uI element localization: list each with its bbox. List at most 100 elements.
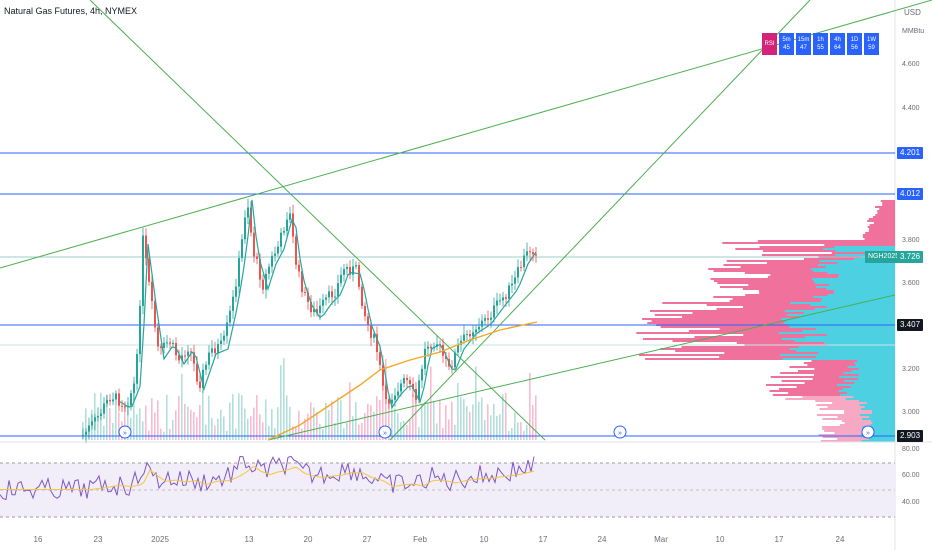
volume-bar [412, 393, 414, 440]
candle-body [142, 235, 144, 306]
volume-profile-value-area [803, 312, 895, 314]
volume-profile-row [824, 244, 895, 246]
currency-label[interactable]: USD [904, 8, 921, 17]
volume-profile-row [812, 378, 895, 380]
volume-profile-value-area [872, 422, 895, 424]
event-marker-icon[interactable] [613, 425, 627, 439]
volume-profile-value-area [859, 400, 895, 402]
volume-profile-value-area [868, 438, 895, 440]
event-marker-icon[interactable] [378, 425, 392, 439]
volume-bar [211, 418, 213, 440]
volume-profile-row [818, 434, 895, 436]
volume-profile-row [758, 290, 895, 292]
volume-bar [337, 397, 339, 440]
rsi-line [0, 455, 535, 501]
candle-body [358, 265, 360, 287]
candle-body [517, 267, 519, 278]
symbol-title[interactable]: Natural Gas Futures, 4h, NYMEX [4, 6, 138, 16]
candle-body [169, 342, 171, 344]
volume-bar [415, 395, 417, 440]
volume-profile-value-area [866, 402, 895, 404]
candle-body [91, 421, 93, 426]
volume-bar [127, 402, 129, 440]
rsi-cell: 1h 55 [813, 33, 828, 55]
rsi-cell-val: 56 [851, 45, 858, 51]
volume-profile-row [804, 382, 895, 384]
rsi-cell: 1W 59 [864, 33, 879, 55]
volume-bar [523, 430, 525, 440]
event-markers[interactable]: » » » » [118, 425, 875, 439]
candle-body [529, 251, 531, 253]
volume-bar [367, 403, 369, 440]
volume-profile-row [867, 220, 895, 222]
volume-profile-value-area [817, 264, 895, 266]
volume-profile-row [780, 372, 895, 374]
volume-bar [394, 408, 396, 440]
volume-profile-row [713, 280, 895, 282]
volume-profile-value-area [842, 388, 895, 390]
level-tag-4201[interactable]: 4.201 [897, 147, 924, 159]
volume-profile-value-area [837, 276, 895, 278]
candle-body [196, 363, 198, 382]
volume-profile-value-area [833, 292, 895, 294]
volume-profile-value-area [858, 374, 895, 376]
volume-bar [151, 398, 153, 440]
event-marker-icon[interactable] [861, 425, 875, 439]
price-tick: 3.000 [902, 409, 920, 416]
volume-profile-row [672, 340, 895, 342]
volume-bar [505, 393, 507, 440]
volume-bar [274, 428, 276, 440]
volume-profile-row [742, 306, 895, 308]
volume-profile-row [744, 272, 895, 274]
candle-body [160, 346, 162, 348]
trendline-lower-channel[interactable] [267, 294, 896, 441]
volume-bar [535, 395, 537, 440]
level-tag-2903[interactable]: 2.903 [897, 430, 924, 442]
volume-bar [472, 404, 474, 440]
candle-body [193, 352, 195, 364]
volume-profile-row [781, 380, 895, 382]
candle-body [337, 283, 339, 297]
level-tag-4012[interactable]: 4.012 [897, 188, 924, 200]
volume-profile-row [708, 268, 895, 270]
volume-profile-value-area [802, 330, 895, 332]
x-tick: 16 [33, 535, 43, 544]
candle-body [307, 292, 309, 302]
current-price-tag[interactable]: 3.726 [897, 251, 924, 263]
volume-profile-row [841, 420, 895, 422]
candle-body [328, 291, 330, 298]
volume-bar [319, 423, 321, 440]
level-tag-3407[interactable]: 3.407 [897, 319, 924, 331]
volume-profile-row [770, 274, 895, 276]
candle-body [241, 239, 243, 259]
candle-body [481, 320, 483, 327]
volume-bar [526, 424, 528, 440]
event-marker-icon[interactable] [118, 425, 132, 439]
candle-body [136, 354, 138, 384]
trendline-steep-ascending[interactable] [389, 0, 811, 441]
volume-bar [487, 404, 489, 440]
volume-profile-value-area [810, 268, 895, 270]
volume-profile-row [694, 336, 895, 338]
volume-profile-row [722, 242, 895, 244]
candle-body [370, 324, 372, 338]
event-marker-glyph: » [123, 430, 127, 437]
volume-bar [253, 407, 255, 440]
volume-profile-row [740, 266, 895, 268]
volume-profile-row [814, 368, 895, 370]
volume-profile-value-area [857, 360, 895, 362]
volume-profile-row [802, 396, 895, 398]
candle-body [355, 265, 357, 267]
rsi-cell-tf: 1D [850, 37, 859, 43]
x-tick: 17 [774, 535, 784, 544]
volume-profile-value-area [855, 364, 895, 366]
trendline-descending[interactable] [89, 0, 546, 441]
volume-profile-row [822, 428, 895, 430]
volume-bar [142, 421, 144, 440]
volume-profile-row [724, 352, 895, 354]
volume-profile-value-area [836, 384, 895, 386]
volume-profile-value-area [861, 408, 895, 410]
volume-profile-value-area [778, 332, 895, 334]
